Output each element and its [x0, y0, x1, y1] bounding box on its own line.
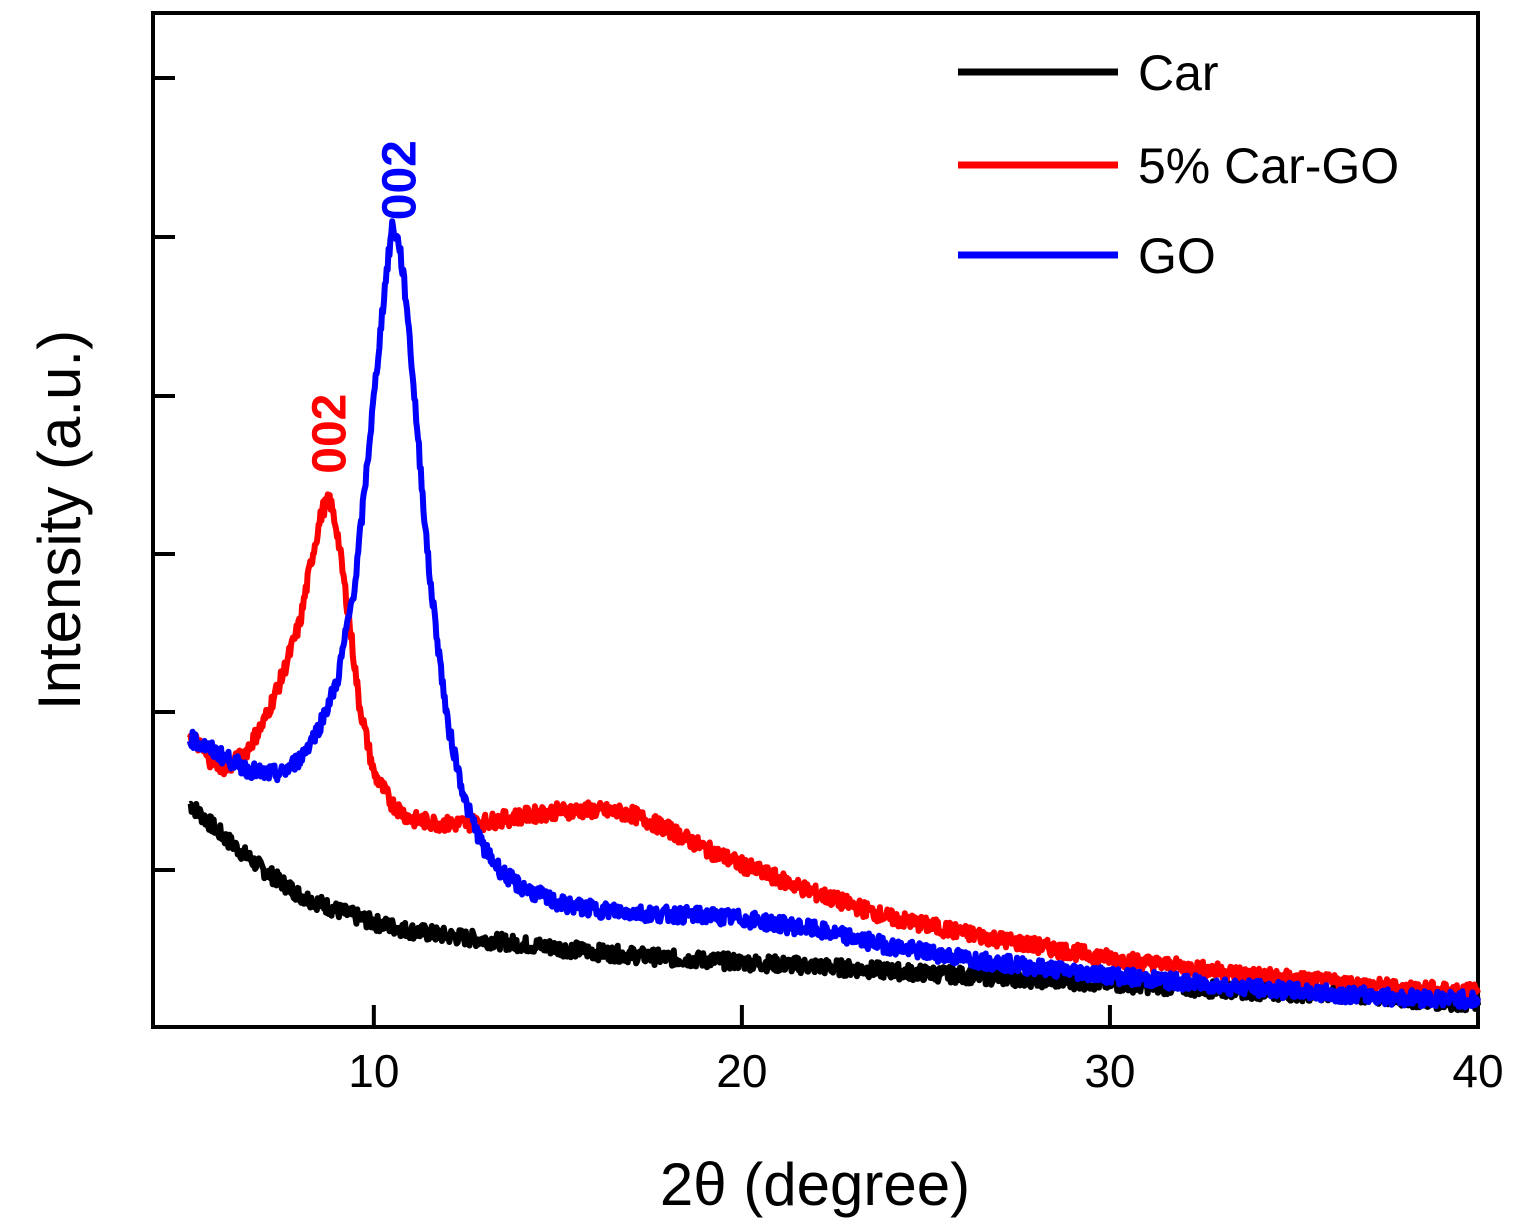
series-go: [186, 218, 1481, 1011]
legend-label: GO: [1138, 228, 1216, 284]
legend-label: 5% Car-GO: [1138, 138, 1399, 194]
x-tick-label: 10: [348, 1045, 399, 1097]
x-tick-label: 40: [1452, 1045, 1503, 1097]
legend-label: Car: [1138, 45, 1219, 101]
x-axis-title: 2θ (degree): [660, 1151, 970, 1218]
x-tick-label: 30: [1084, 1045, 1135, 1097]
annotation-layer: 002 002: [304, 140, 427, 474]
y-axis-title: Intensity (a.u.): [26, 330, 93, 710]
peak-label: 002: [374, 140, 427, 220]
series-line: [186, 218, 1481, 1011]
y-ticks: [153, 76, 175, 872]
x-ticks: [371, 1005, 1480, 1027]
x-tick-labels: 10 20 30 40: [348, 1045, 1503, 1097]
series-5-car-go: [187, 491, 1481, 1002]
legend: Car 5% Car-GO GO: [958, 45, 1399, 284]
series-layer: [186, 218, 1481, 1014]
peak-label: 002: [304, 394, 357, 474]
series-line: [187, 491, 1481, 1002]
x-tick-label: 20: [716, 1045, 767, 1097]
plot-frame: [151, 11, 1480, 1029]
